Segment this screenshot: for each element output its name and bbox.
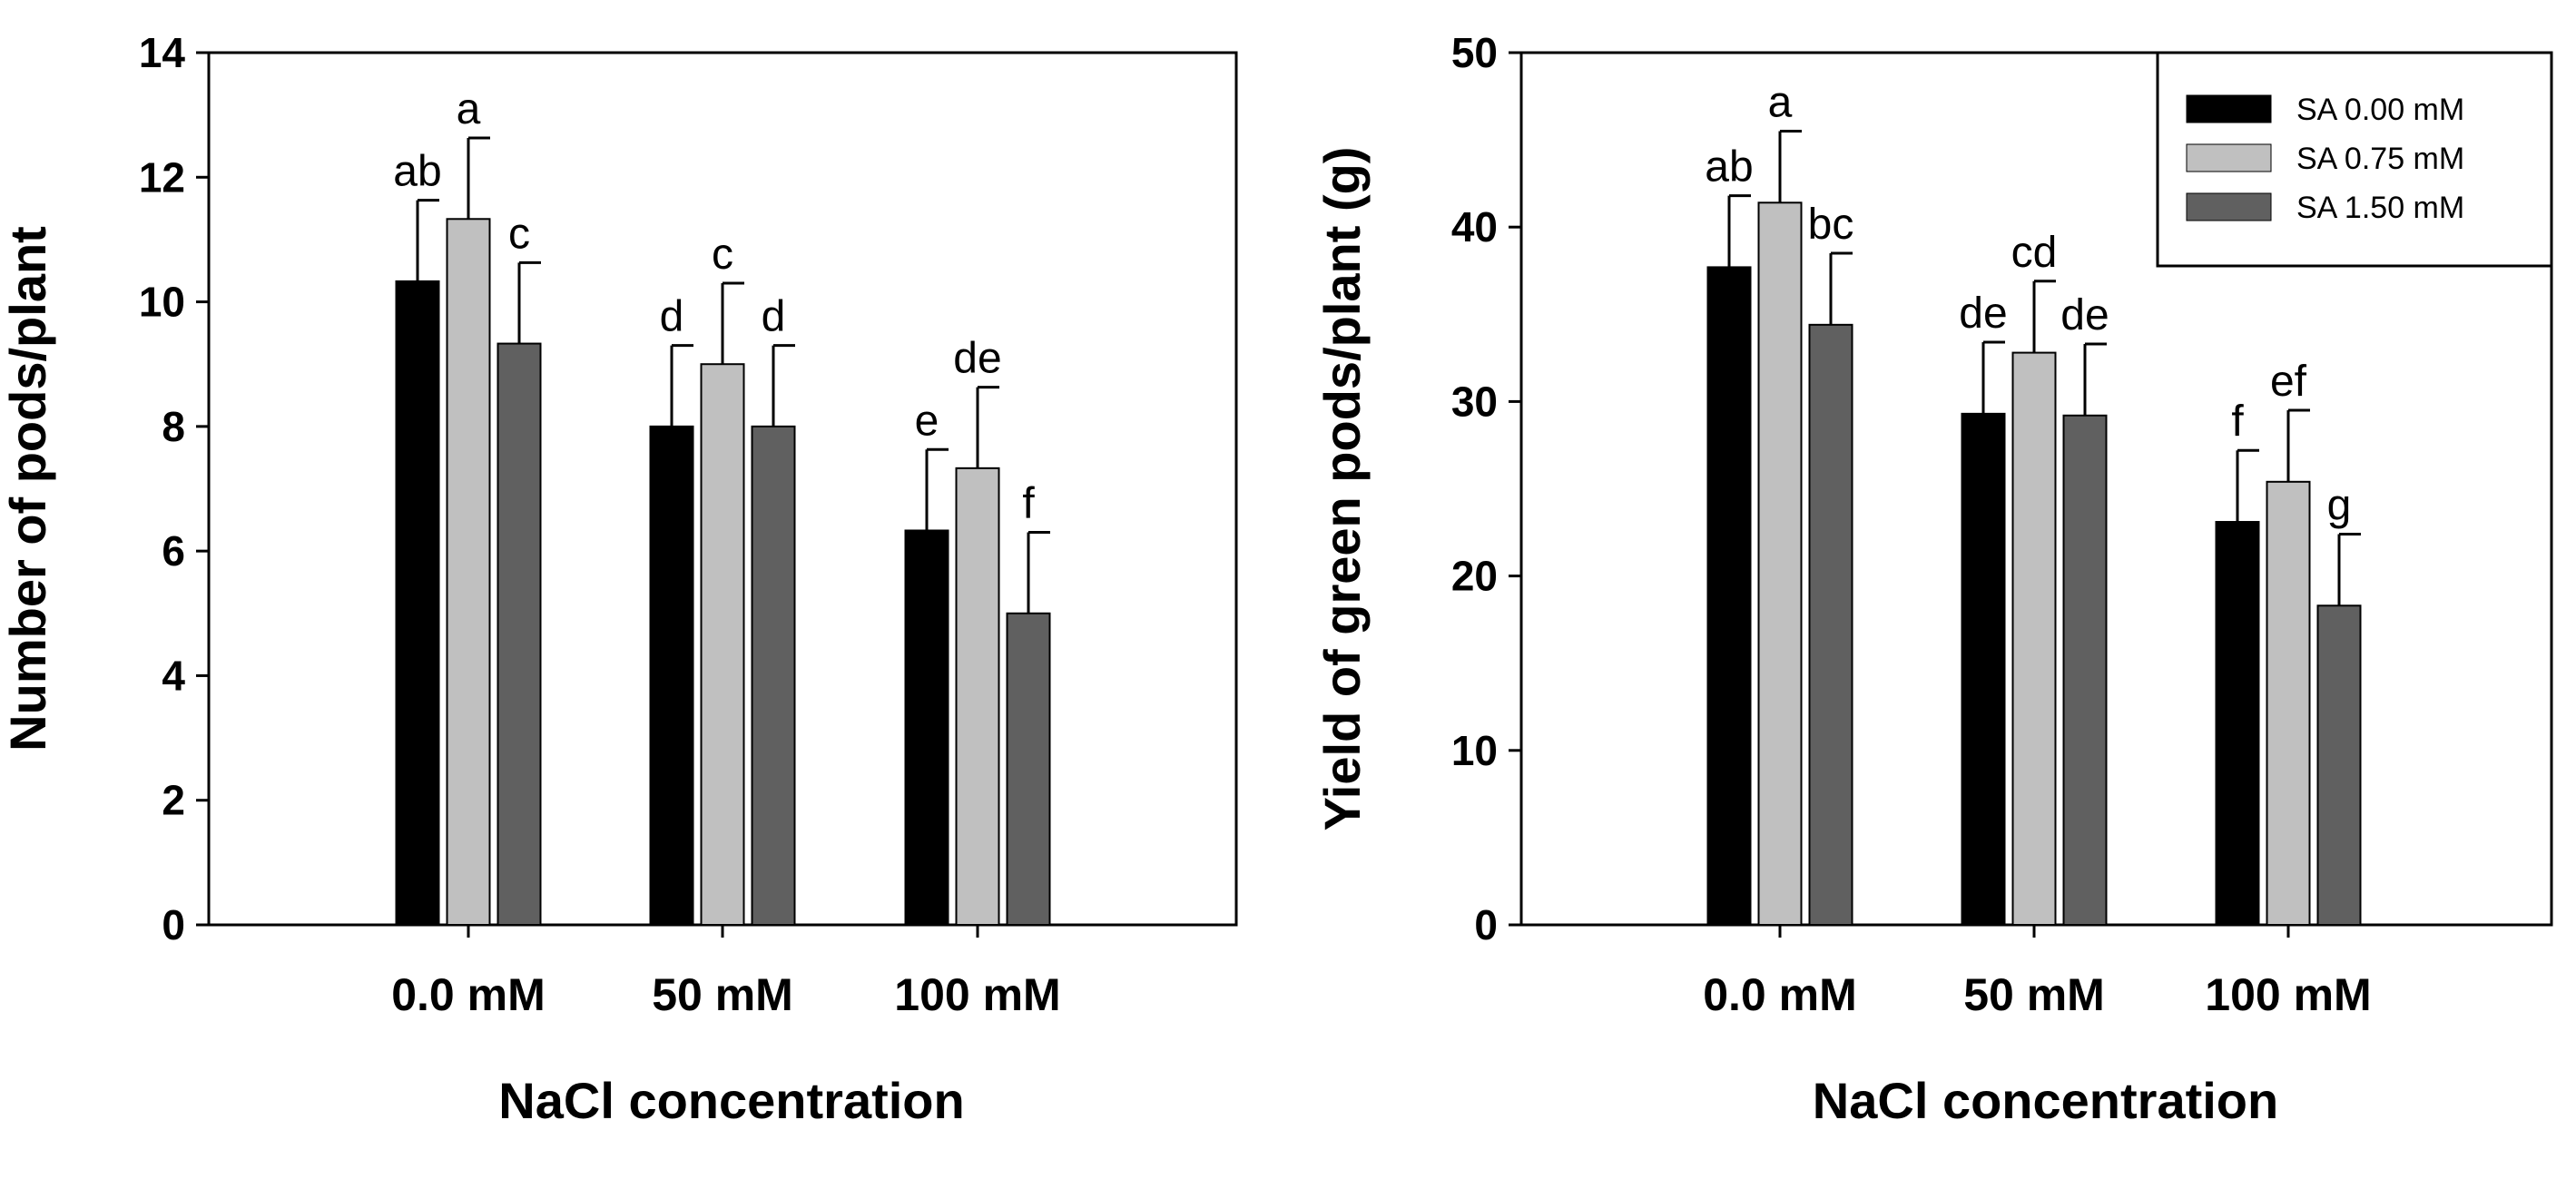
significance-letter: f (2231, 398, 2244, 446)
bar (955, 467, 1000, 926)
legend: SA 0.00 mM SA 0.75 mM SA 1.50 mM (2156, 51, 2553, 268)
y-tick-label: 20 (1451, 553, 1498, 600)
y-tick-label: 10 (139, 279, 185, 326)
x-category-label: 50 mM (652, 969, 793, 1020)
y-axis-title: Yield of green pods/plant (g) (1313, 147, 1371, 831)
bar (2266, 480, 2311, 926)
bar (2316, 604, 2362, 926)
legend-label: SA 0.75 mM (2296, 142, 2464, 176)
significance-letter: e (915, 397, 939, 445)
significance-letter: de (2060, 291, 2109, 339)
x-axis-title: NaCl concentration (498, 1072, 964, 1129)
significance-letter: ab (393, 148, 441, 196)
x-category-label: 50 mM (1963, 969, 2105, 1020)
bar (1961, 412, 2006, 926)
legend-swatch (2186, 192, 2272, 221)
x-category-label: 0.0 mM (391, 969, 546, 1020)
x-category-label: 0.0 mM (1703, 969, 1857, 1020)
bar (2011, 351, 2057, 927)
y-tick-label: 14 (139, 29, 186, 76)
legend-swatch (2186, 94, 2272, 123)
bar (751, 425, 796, 927)
y-tick-label: 0 (1474, 901, 1498, 948)
significance-letter: d (660, 293, 684, 341)
y-tick-label: 12 (139, 153, 185, 201)
y-tick-label: 4 (162, 652, 185, 699)
bar (497, 342, 542, 926)
significance-letter: g (2327, 481, 2352, 529)
bar (2062, 414, 2108, 926)
chart-right: 0 10 20 30 40 50 0.0 mM 50 mM 100 mM ab de f a cd ef bc… (1313, 29, 2553, 1129)
bar (1006, 612, 1051, 926)
bar (1706, 266, 1752, 926)
legend-label: SA 1.50 mM (2296, 191, 2464, 225)
significance-letter: cd (2011, 229, 2058, 277)
y-tick-label: 50 (1451, 29, 1498, 76)
significance-letter: ab (1705, 143, 1753, 192)
significance-letter: c (712, 231, 733, 279)
significance-letter: a (1768, 78, 1793, 126)
significance-letter: c (508, 210, 530, 258)
bar (904, 529, 949, 926)
bar (1757, 201, 1803, 927)
legend-swatch (2186, 143, 2272, 172)
significance-letter: de (953, 335, 1001, 383)
bar (700, 363, 745, 926)
y-tick-label: 2 (162, 777, 185, 824)
significance-letter: bc (1808, 201, 1854, 249)
y-tick-label: 30 (1451, 378, 1498, 425)
x-category-label: 100 mM (2205, 969, 2371, 1020)
x-axis-title: NaCl concentration (1813, 1072, 2278, 1129)
y-tick-label: 10 (1451, 727, 1498, 774)
bar (2215, 521, 2260, 926)
y-axis-title: Number of pods/plant (0, 226, 56, 752)
y-tick-label: 0 (162, 901, 185, 948)
significance-letter: a (457, 85, 481, 133)
x-category-label: 100 mM (894, 969, 1060, 1020)
y-tick-label: 40 (1451, 203, 1498, 251)
bar (1808, 323, 1853, 927)
legend-label: SA 0.00 mM (2296, 93, 2464, 127)
y-tick-label: 8 (162, 403, 185, 450)
significance-letter: ef (2270, 358, 2307, 406)
y-tick-label: 6 (162, 527, 185, 575)
bar (395, 280, 440, 926)
bar (649, 425, 694, 927)
significance-letter: de (1959, 290, 2007, 338)
significance-letter: f (1022, 480, 1035, 528)
bar (446, 218, 491, 926)
significance-letter: d (762, 293, 786, 341)
